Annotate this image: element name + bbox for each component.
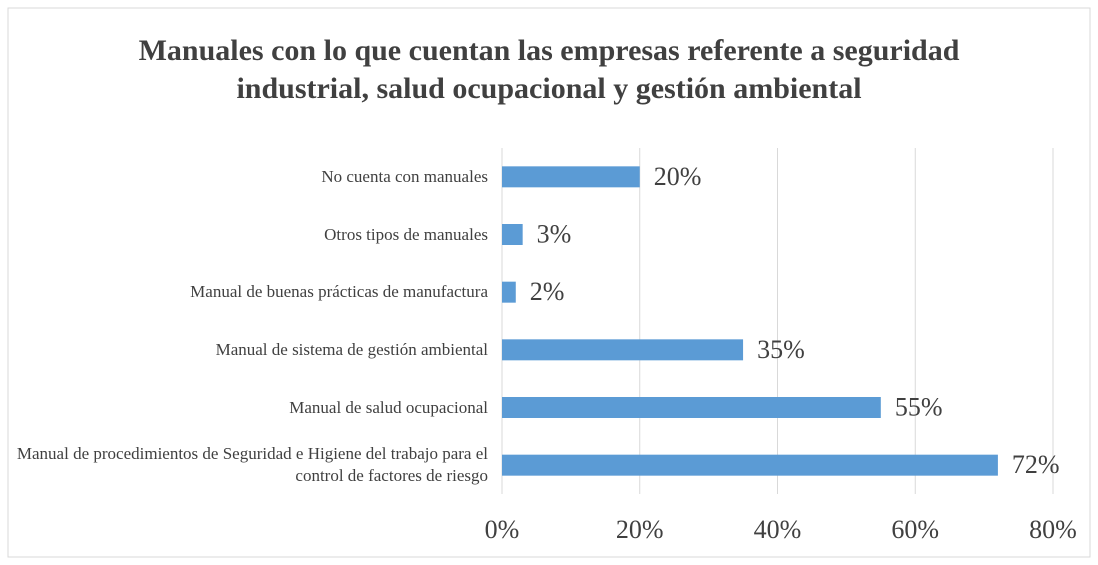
bar	[502, 339, 744, 361]
value-label: 3%	[537, 219, 572, 248]
bar	[502, 224, 523, 245]
y-tick-label: Manual de procedimientos de Seguridad e …	[16, 444, 488, 486]
category-box: Manual de procedimientos de Seguridad e …	[16, 444, 488, 486]
category-box: Manual de sistema de gestión ambiental	[215, 339, 488, 359]
category-box: Manual de salud ocupacional	[289, 397, 488, 417]
value-label: 72%	[1012, 450, 1060, 479]
x-tick-label: 60%	[891, 515, 939, 544]
bar	[502, 166, 640, 188]
bar	[502, 397, 881, 418]
category-box: Manual de buenas prácticas de manufactur…	[190, 282, 488, 302]
value-label: 2%	[530, 277, 565, 306]
chart-title: Manuales con lo que cuentan las empresas…	[138, 34, 960, 105]
value-label: 55%	[895, 392, 943, 421]
x-tick-label: 40%	[754, 515, 802, 544]
y-tick-label: Manual de sistema de gestión ambiental	[215, 339, 488, 359]
value-label: 35%	[757, 335, 805, 364]
y-tick-label: Otros tipos de manuales	[324, 224, 488, 244]
y-tick-label: No cuenta con manuales	[321, 166, 488, 186]
x-tick-label: 0%	[485, 515, 520, 544]
y-tick-label: Manual de buenas prácticas de manufactur…	[190, 282, 488, 302]
category-box: Otros tipos de manuales	[324, 224, 488, 244]
title-box: Manuales con lo que cuentan las empresas…	[138, 34, 960, 105]
x-tick-label: 80%	[1029, 515, 1077, 544]
value-label: 20%	[654, 162, 702, 191]
x-tick-label: 20%	[616, 515, 664, 544]
bar	[502, 454, 998, 476]
bar	[502, 281, 516, 303]
y-tick-label: Manual de salud ocupacional	[289, 397, 488, 417]
category-box: No cuenta con manuales	[321, 166, 488, 186]
